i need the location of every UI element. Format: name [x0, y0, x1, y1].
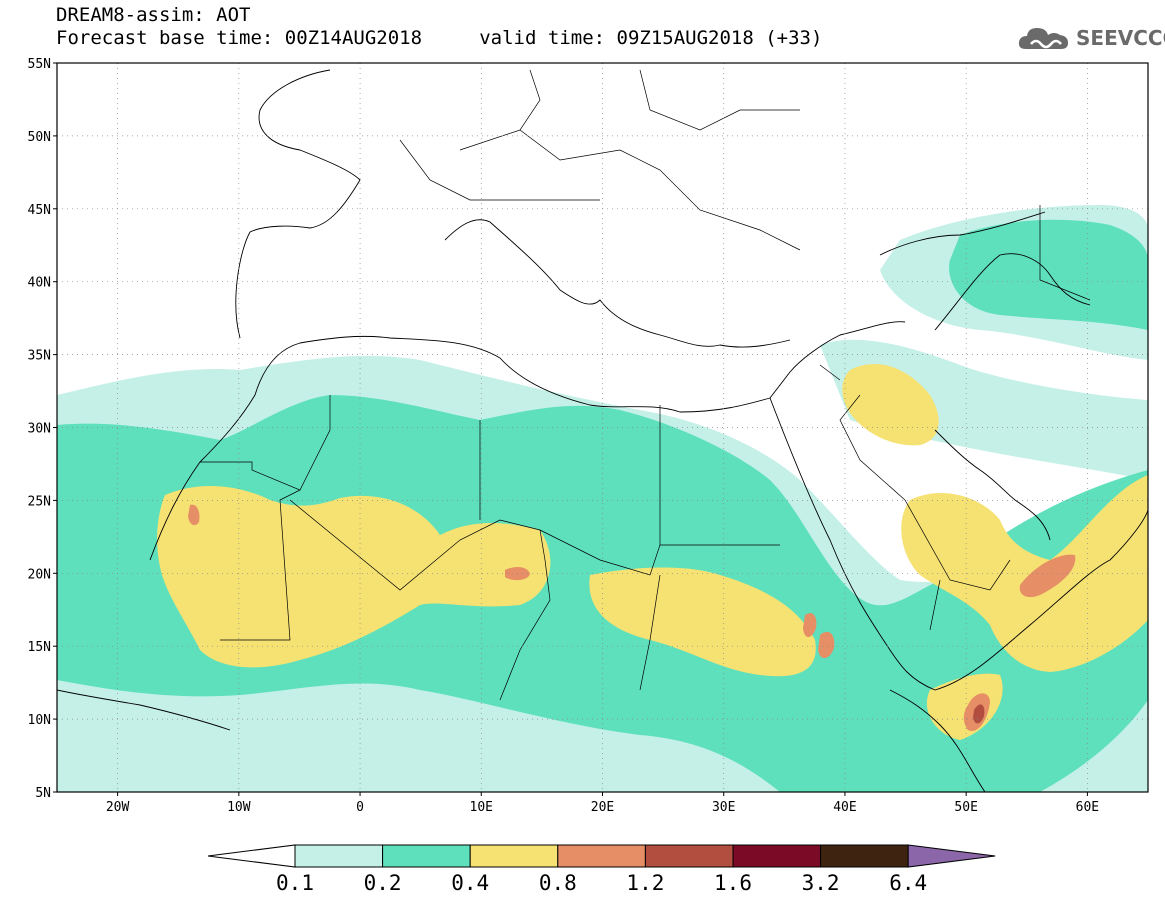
lon-label: 10E — [470, 800, 493, 815]
colorbar-label: 6.4 — [889, 871, 927, 895]
lat-label: 15N — [28, 640, 51, 655]
colorbar-swatch — [469, 844, 559, 868]
colorbar-label: 0.1 — [276, 871, 314, 895]
lat-label: 50N — [28, 130, 51, 145]
seevccc-logo: SEEVCCC — [1016, 20, 1165, 56]
lon-label: 20E — [591, 800, 614, 815]
logo-text: SEEVCCC — [1076, 26, 1165, 50]
lon-label: 40E — [833, 800, 856, 815]
colorbar-label: 0.8 — [539, 871, 577, 895]
lat-label: 35N — [28, 349, 51, 364]
lon-label: 60E — [1076, 800, 1099, 815]
colorbar-swatch — [644, 844, 734, 868]
aot-band-1.2 — [973, 704, 985, 724]
lat-label: 10N — [28, 713, 51, 728]
colorbar-swatch — [382, 844, 471, 868]
colorbar: 0.1 0.2 0.4 0.8 1.2 1.6 3.2 6.4 — [207, 844, 996, 895]
lon-label: 50E — [954, 800, 977, 815]
cloud-icon — [1018, 28, 1068, 49]
colorbar-swatch — [820, 844, 909, 868]
axis-labels: 5N 10N 15N 20N 25N 30N 35N 40N 45N 50N 55N 20W 10W 0 1… — [28, 57, 1100, 815]
lat-label: 40N — [28, 276, 51, 291]
aot-band-0.4 — [157, 364, 1148, 740]
colorbar-label: 1.2 — [626, 871, 664, 895]
lon-label: 10W — [227, 800, 251, 815]
colorbar-swatch — [557, 844, 646, 868]
lon-label: 30E — [712, 800, 735, 815]
colorbar-swatch — [294, 844, 384, 868]
coastlines — [57, 69, 1148, 792]
colorbar-label: 0.4 — [451, 871, 489, 895]
map-title: DREAM8-assim: AOT — [56, 4, 251, 26]
colorbar-label: 0.2 — [364, 871, 402, 895]
aot-band-0.8 — [188, 504, 1076, 731]
country-borders — [200, 69, 1091, 701]
colorbar-over-arrow — [907, 844, 996, 868]
forecast-time-line: Forecast base time: 00Z14AUG2018 valid t… — [56, 27, 823, 49]
lat-label: 5N — [35, 786, 51, 801]
gridlines — [57, 63, 1148, 792]
lon-label: 0 — [356, 800, 364, 815]
colorbar-label: 1.6 — [714, 871, 752, 895]
lon-label: 20W — [106, 800, 130, 815]
lat-label: 45N — [28, 203, 51, 218]
colorbar-label: 3.2 — [802, 871, 840, 895]
lat-label: 55N — [28, 57, 51, 72]
colorbar-swatch — [732, 844, 822, 868]
lat-label: 20N — [28, 567, 51, 582]
lat-label: 30N — [28, 422, 51, 437]
colorbar-under-arrow — [207, 844, 296, 868]
lat-label: 25N — [28, 494, 51, 509]
